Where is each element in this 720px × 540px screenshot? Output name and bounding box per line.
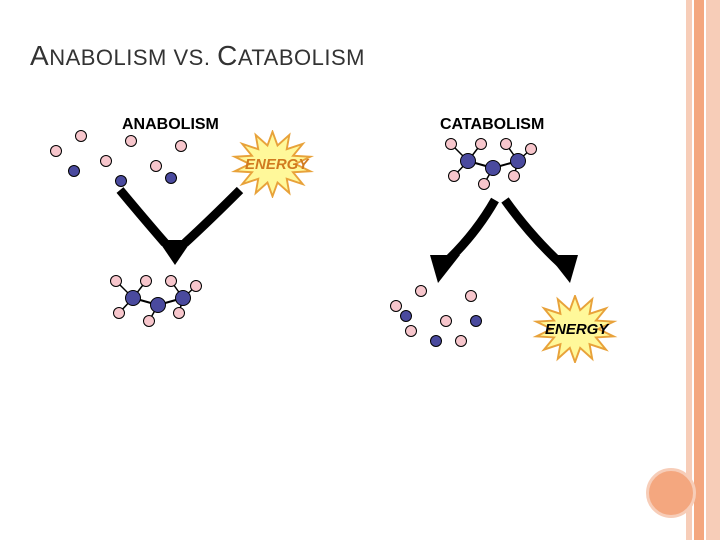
molecule-atom (525, 143, 537, 155)
molecule-atom (50, 145, 62, 157)
molecule-atom (448, 170, 460, 182)
molecule-atom (165, 172, 177, 184)
molecule-atom (465, 290, 477, 302)
molecule-atom (75, 130, 87, 142)
molecule-atom (440, 315, 452, 327)
molecule-atom (470, 315, 482, 327)
corner-decoration-circle (646, 468, 696, 518)
molecule-atom (190, 280, 202, 292)
molecule-atom (150, 297, 166, 313)
molecule-atom (445, 138, 457, 150)
slide-title: ANABOLISM VS. CATABOLISM (30, 40, 365, 72)
molecule-atom (475, 138, 487, 150)
molecule-atom (100, 155, 112, 167)
molecule-atom (390, 300, 402, 312)
molecule-atom (113, 307, 125, 319)
molecule-atom (460, 153, 476, 169)
catabolism-arrows (390, 195, 610, 290)
anabolism-arrows (90, 185, 270, 270)
molecule-atom (508, 170, 520, 182)
molecule-atom (405, 325, 417, 337)
anabolism-energy-text: ENERGY (245, 156, 308, 173)
molecule-atom (125, 290, 141, 306)
side-stripe (706, 0, 720, 540)
molecule-atom (510, 153, 526, 169)
molecule-atom (500, 138, 512, 150)
molecule-atom (110, 275, 122, 287)
molecule-atom (175, 290, 191, 306)
molecule-atom (140, 275, 152, 287)
molecule-atom (478, 178, 490, 190)
molecule-atom (125, 135, 137, 147)
catabolism-energy-text: ENERGY (545, 321, 608, 338)
anabolism-label: ANABOLISM (122, 116, 219, 134)
side-stripe (686, 0, 692, 540)
molecule-atom (165, 275, 177, 287)
molecule-atom (175, 140, 187, 152)
molecule-atom (143, 315, 155, 327)
molecule-atom (455, 335, 467, 347)
molecule-atom (485, 160, 501, 176)
molecule-atom (150, 160, 162, 172)
side-stripe (694, 0, 704, 540)
catabolism-label: CATABOLISM (440, 116, 544, 134)
molecule-atom (173, 307, 185, 319)
molecule-atom (415, 285, 427, 297)
molecule-atom (430, 335, 442, 347)
molecule-atom (68, 165, 80, 177)
molecule-atom (400, 310, 412, 322)
